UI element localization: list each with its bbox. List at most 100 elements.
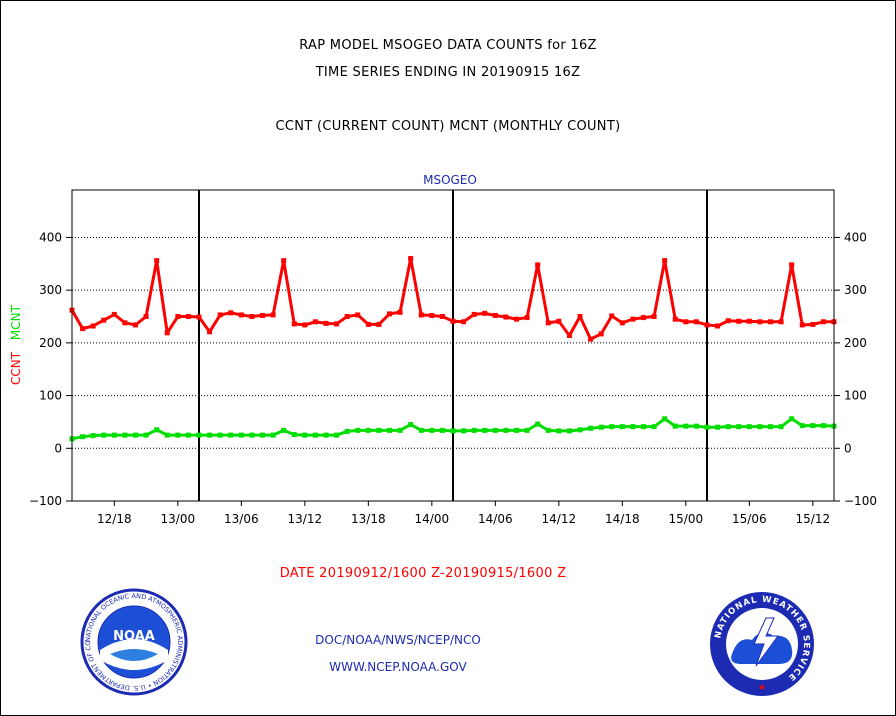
data-point-ccnt xyxy=(746,318,752,324)
y-tick-label-left: 300 xyxy=(39,283,62,297)
data-point-ccnt xyxy=(503,314,509,320)
data-point-ccnt xyxy=(588,336,594,342)
data-point-ccnt xyxy=(429,312,435,318)
data-point-ccnt xyxy=(630,316,636,322)
data-point-ccnt xyxy=(736,318,742,324)
data-point-mcnt xyxy=(111,432,117,438)
x-tick-label: 13/12 xyxy=(288,512,323,526)
data-point-ccnt xyxy=(693,319,699,325)
x-tick-label: 15/12 xyxy=(796,512,831,526)
data-point-ccnt xyxy=(376,321,382,327)
x-tick-label: 13/18 xyxy=(351,512,386,526)
data-point-mcnt xyxy=(260,432,265,438)
noaa-logo-text: NOAA xyxy=(113,629,155,644)
data-point-ccnt xyxy=(810,321,816,327)
data-point-mcnt xyxy=(535,421,541,427)
data-point-ccnt xyxy=(365,321,371,327)
data-point-mcnt xyxy=(693,423,699,429)
data-point-mcnt xyxy=(450,428,456,434)
data-point-ccnt xyxy=(355,312,361,318)
data-point-mcnt xyxy=(662,416,668,422)
data-point-ccnt xyxy=(609,313,615,319)
data-point-mcnt xyxy=(133,432,138,438)
data-point-ccnt xyxy=(101,317,107,323)
data-point-mcnt xyxy=(122,432,128,438)
data-point-ccnt xyxy=(408,256,414,262)
data-point-ccnt xyxy=(281,258,287,264)
data-point-mcnt xyxy=(302,432,308,438)
data-point-ccnt xyxy=(619,320,625,326)
data-point-mcnt xyxy=(90,433,96,439)
data-point-ccnt xyxy=(143,314,149,320)
data-point-ccnt xyxy=(482,310,488,316)
data-point-mcnt xyxy=(545,427,551,433)
data-point-mcnt xyxy=(799,423,805,429)
data-point-ccnt xyxy=(651,314,657,320)
data-point-mcnt xyxy=(789,416,795,422)
data-point-ccnt xyxy=(196,314,202,320)
y-tick-label-left: 400 xyxy=(39,230,62,244)
data-point-mcnt xyxy=(503,427,509,433)
y-tick-label-left: −100 xyxy=(29,494,62,508)
data-point-ccnt xyxy=(799,322,805,328)
y-tick-label-right: 300 xyxy=(844,283,867,297)
website-link[interactable]: WWW.NCEP.NOAA.GOV xyxy=(329,660,467,674)
star-icon: ★ xyxy=(758,683,766,693)
data-point-mcnt xyxy=(715,424,721,430)
data-point-mcnt xyxy=(609,424,615,430)
noaa-logo: NOAA NATIONAL OCEANIC AND ATMOSPHERIC AD… xyxy=(80,588,188,696)
date-range-label: DATE 20190912/1600 Z-20190915/1600 Z xyxy=(279,566,567,581)
data-point-mcnt xyxy=(238,432,244,438)
data-point-ccnt xyxy=(249,314,255,320)
data-point-mcnt xyxy=(365,427,371,433)
data-point-ccnt xyxy=(334,321,340,327)
data-point-mcnt xyxy=(651,424,657,430)
series-ccnt xyxy=(69,256,837,342)
data-point-ccnt xyxy=(471,311,477,317)
data-point-ccnt xyxy=(302,322,308,328)
data-point-ccnt xyxy=(577,314,583,320)
data-point-mcnt xyxy=(566,428,572,434)
data-point-mcnt xyxy=(736,424,742,430)
data-point-ccnt xyxy=(704,322,710,328)
data-point-mcnt xyxy=(228,432,234,438)
x-tick-label: 14/18 xyxy=(605,512,640,526)
data-point-mcnt xyxy=(768,424,773,430)
data-point-mcnt xyxy=(164,432,170,438)
data-point-mcnt xyxy=(725,424,731,430)
data-point-mcnt xyxy=(217,432,223,438)
data-point-mcnt xyxy=(270,432,276,438)
data-point-ccnt xyxy=(683,319,689,325)
data-point-mcnt xyxy=(429,427,435,433)
x-tick-label: 15/06 xyxy=(732,512,767,526)
data-point-mcnt xyxy=(101,432,107,438)
data-point-ccnt xyxy=(789,262,795,268)
data-point-ccnt xyxy=(323,320,329,326)
data-point-mcnt xyxy=(778,424,784,430)
x-tick-label: 14/00 xyxy=(415,512,450,526)
y-axis-label-mcnt: MCNT xyxy=(9,304,23,340)
data-point-mcnt xyxy=(820,423,826,429)
data-point-ccnt xyxy=(662,258,668,264)
data-point-mcnt xyxy=(80,434,86,440)
chart-title-line1: RAP MODEL MSOGEO DATA COUNTS for 16Z xyxy=(299,38,597,53)
data-point-ccnt xyxy=(768,319,773,325)
x-tick-label: 14/06 xyxy=(478,512,513,526)
data-point-mcnt xyxy=(598,424,604,430)
data-point-mcnt xyxy=(524,427,530,433)
x-tick-label: 14/12 xyxy=(542,512,577,526)
data-point-mcnt xyxy=(461,428,467,434)
vertical-markers xyxy=(198,190,708,501)
data-point-ccnt xyxy=(598,331,604,337)
data-point-ccnt xyxy=(450,318,456,324)
data-point-mcnt xyxy=(408,422,414,428)
y-tick-label-right: 0 xyxy=(844,441,852,455)
data-point-ccnt xyxy=(461,319,467,325)
data-point-mcnt xyxy=(810,423,816,429)
data-point-ccnt xyxy=(492,312,498,318)
data-point-ccnt xyxy=(344,314,350,320)
data-point-mcnt xyxy=(185,432,191,438)
plot-border xyxy=(71,189,835,502)
data-point-mcnt xyxy=(355,427,361,433)
data-point-mcnt xyxy=(672,423,678,429)
